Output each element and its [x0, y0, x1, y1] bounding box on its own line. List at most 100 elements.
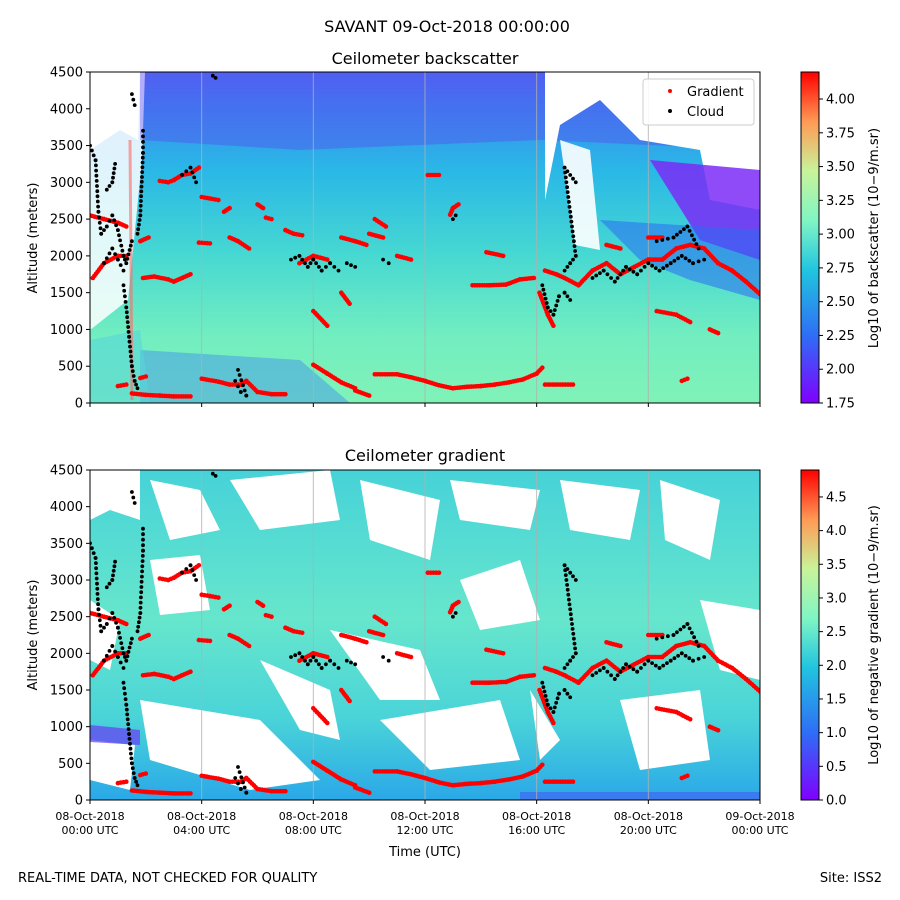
marker-point	[383, 621, 389, 627]
marker-point	[562, 666, 567, 670]
marker-point	[236, 368, 240, 372]
marker-point	[122, 686, 127, 691]
marker-point	[573, 646, 577, 651]
backscatter-cloud-markers	[90, 73, 707, 398]
marker-point	[568, 658, 573, 663]
marker-point	[124, 621, 129, 627]
marker-point	[618, 669, 623, 674]
marker-point	[682, 227, 686, 232]
marker-point	[238, 390, 243, 394]
x-tick-label-date: 08-Oct-2018	[390, 810, 459, 823]
marker-point	[114, 223, 118, 228]
marker-point	[542, 292, 547, 296]
gradient-y-ticks: 0 500 1000 1500 2000 2500 3000 3500 4000 4500	[50, 464, 90, 809]
marker-point	[129, 359, 134, 364]
x-tick-label-date: 08-Oct-2018	[279, 810, 348, 823]
y-tick-label: 500	[58, 757, 83, 772]
marker-point	[540, 680, 545, 685]
marker-point	[134, 382, 139, 387]
marker-point	[188, 563, 193, 568]
marker-point	[612, 677, 617, 681]
marker-point	[130, 490, 134, 494]
marker-point	[349, 660, 353, 665]
marker-point	[283, 788, 288, 794]
marker-point	[124, 779, 129, 784]
colorbar-tick-label: 0.5	[826, 760, 847, 775]
marker-point	[116, 228, 120, 233]
marker-point	[96, 204, 100, 209]
marker-point	[111, 171, 116, 176]
gradient-gradient-markers	[90, 563, 760, 796]
marker-point	[127, 732, 131, 736]
gradient-xlabel: Time (UTC)	[388, 845, 461, 860]
marker-point	[213, 76, 218, 80]
marker-point	[573, 254, 578, 258]
marker-point	[408, 257, 414, 262]
marker-point	[129, 751, 133, 756]
marker-point	[665, 661, 669, 665]
marker-point	[139, 184, 144, 189]
marker-point	[654, 239, 659, 244]
marker-point	[687, 626, 692, 631]
marker-point	[571, 574, 575, 579]
marker-point	[127, 248, 132, 252]
marker-point	[555, 696, 560, 701]
marker-point	[682, 624, 686, 629]
marker-point	[126, 650, 131, 654]
marker-point	[99, 629, 104, 634]
marker-point	[609, 276, 613, 280]
marker-point	[325, 720, 330, 726]
marker-point	[94, 173, 99, 178]
marker-point	[531, 673, 537, 678]
marker-point	[124, 310, 129, 315]
marker-point	[137, 620, 141, 625]
marker-point	[125, 256, 130, 261]
marker-point	[188, 791, 193, 796]
marker-point	[121, 680, 126, 685]
marker-point	[540, 365, 545, 371]
marker-point	[572, 636, 576, 641]
marker-point	[140, 554, 145, 558]
marker-point	[110, 578, 115, 582]
marker-point	[344, 658, 349, 663]
marker-point	[299, 630, 305, 636]
marker-point	[140, 569, 145, 574]
marker-point	[289, 655, 293, 659]
marker-point	[314, 261, 318, 266]
marker-point	[95, 581, 99, 586]
marker-point	[96, 209, 101, 214]
marker-point	[571, 631, 576, 636]
marker-point	[303, 261, 307, 266]
marker-point	[594, 273, 599, 278]
marker-point	[122, 288, 127, 293]
marker-point	[657, 666, 662, 670]
marker-point	[236, 781, 240, 786]
gradient-panel: Ceilometer gradient	[26, 446, 882, 860]
marker-point	[227, 205, 232, 211]
marker-point	[216, 595, 221, 600]
marker-point	[139, 590, 144, 595]
marker-point	[196, 563, 202, 568]
marker-point	[364, 640, 369, 645]
marker-point	[104, 622, 109, 626]
marker-point	[132, 379, 137, 383]
marker-point	[227, 603, 232, 608]
marker-point	[118, 636, 122, 640]
colorbar-tick-label: 4.5	[826, 490, 847, 505]
marker-point	[615, 673, 620, 678]
marker-point	[678, 627, 683, 632]
legend-cloud-label: Cloud	[687, 105, 724, 120]
marker-point	[687, 656, 692, 661]
marker-point	[381, 655, 385, 659]
marker-point	[543, 296, 548, 301]
marker-point	[260, 603, 266, 608]
marker-point	[244, 393, 249, 398]
marker-point	[94, 576, 99, 581]
marker-point	[143, 374, 149, 379]
footer-disclaimer: REAL-TIME DATA, NOT CHECKED FOR QUALITY	[18, 871, 317, 886]
marker-point	[104, 653, 109, 658]
marker-point	[213, 474, 218, 478]
marker-point	[184, 567, 189, 571]
marker-point	[564, 578, 569, 582]
marker-point	[366, 393, 372, 398]
